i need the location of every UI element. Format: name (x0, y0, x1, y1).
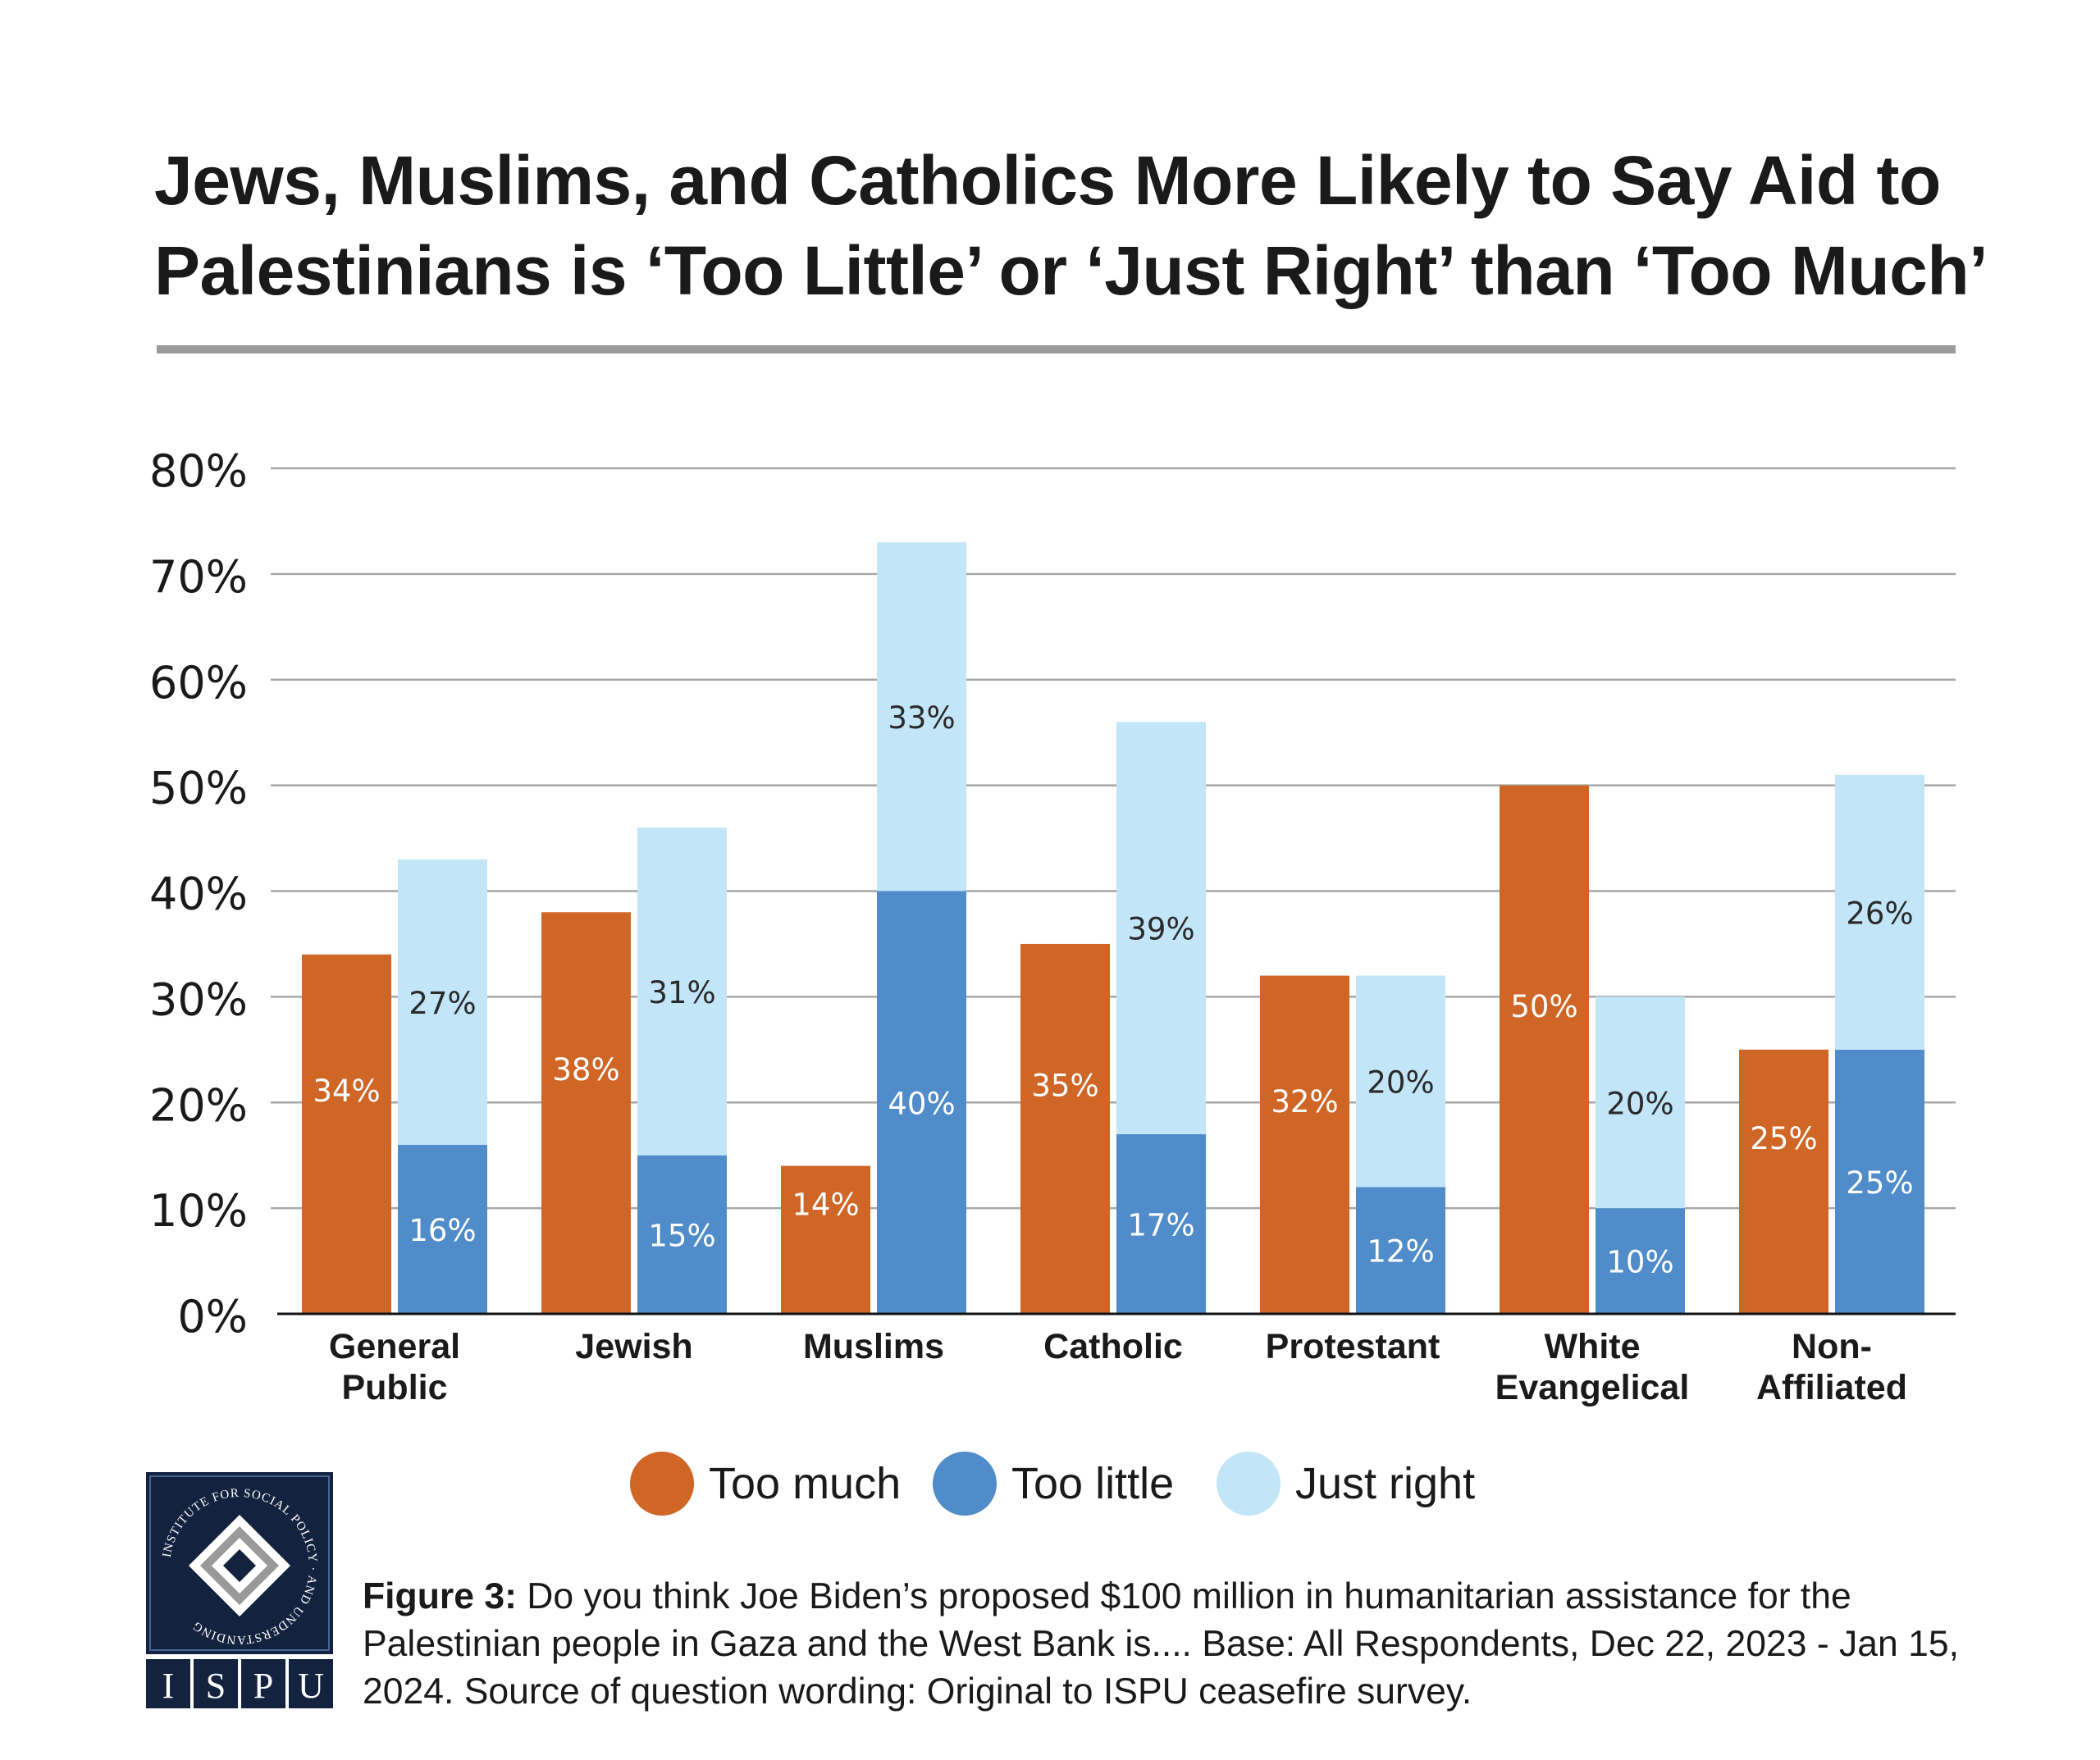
data-label-too-little: 25% (1846, 1165, 1913, 1201)
data-label-just-right: 27% (409, 986, 476, 1021)
svg-text:U: U (298, 1666, 324, 1706)
svg-text:S: S (206, 1666, 226, 1706)
bar-just-right (1356, 975, 1445, 1188)
chart-title: Jews, Muslims, and Catholics More Likely… (154, 135, 2041, 316)
bar-too-much (541, 912, 631, 1314)
bar-too-much (1500, 785, 1589, 1314)
bar-just-right (1835, 774, 1924, 1050)
svg-text:I: I (162, 1666, 175, 1706)
category-label: Protestant (1266, 1327, 1440, 1366)
bar-just-right (1116, 722, 1206, 1134)
legend-swatch-just-right (1217, 1452, 1281, 1516)
data-label-too-little: 10% (1606, 1245, 1673, 1280)
data-label-too-much: 25% (1750, 1121, 1817, 1156)
data-label-too-much: 14% (792, 1188, 859, 1223)
y-tick-label: 80% (149, 445, 248, 497)
bar-just-right (877, 542, 966, 891)
legend-just-right: Just right (1217, 1452, 1475, 1516)
category-label: General (329, 1327, 460, 1366)
data-label-too-much: 35% (1031, 1068, 1098, 1103)
category-label: Evangelical (1495, 1368, 1690, 1407)
bar-too-little (1596, 1208, 1685, 1314)
data-label-too-little: 15% (648, 1218, 715, 1253)
figure-caption: Figure 3: Do you think Joe Biden’s propo… (363, 1573, 2003, 1716)
bar-too-little (1356, 1187, 1445, 1314)
bar-too-little (398, 1144, 487, 1314)
category-label: Non- (1792, 1327, 1872, 1366)
category-label: Public (341, 1368, 447, 1407)
data-label-too-little: 16% (409, 1213, 476, 1248)
bar-too-much (1260, 975, 1349, 1314)
ispu-logo: INSTITUTE FOR SOCIAL POLICY · AND UNDERS… (146, 1472, 333, 1708)
bar-too-little (1116, 1133, 1206, 1314)
y-tick-label: 40% (149, 869, 248, 920)
category-label: Catholic (1043, 1327, 1183, 1366)
data-label-too-much: 32% (1271, 1084, 1338, 1119)
title-divider (157, 345, 1956, 353)
bar-too-little (1835, 1049, 1924, 1314)
legend-too-little: Too little (933, 1452, 1174, 1516)
data-label-just-right: 26% (1846, 896, 1913, 931)
legend-swatch-too-much (630, 1452, 694, 1516)
y-tick-label: 60% (149, 657, 248, 709)
data-label-too-much: 34% (313, 1074, 380, 1109)
data-label-just-right: 31% (648, 975, 715, 1010)
legend-too-much: Too much (630, 1452, 901, 1516)
bar-too-little (637, 1155, 727, 1314)
bar-too-little (877, 891, 966, 1314)
data-label-too-little: 40% (888, 1086, 955, 1121)
data-label-just-right: 39% (1127, 912, 1194, 947)
title-line-1: Jews, Muslims, and Catholics More Likely… (154, 142, 1941, 219)
y-tick-label: 0% (177, 1291, 248, 1343)
data-label-too-little: 12% (1367, 1234, 1434, 1270)
legend-label-too-much: Too much (709, 1459, 902, 1508)
bar-too-much (302, 954, 391, 1314)
y-tick-label: 30% (149, 973, 248, 1025)
data-label-too-much: 50% (1510, 989, 1577, 1024)
data-label-too-much: 38% (552, 1052, 619, 1087)
y-tick-label: 70% (149, 551, 248, 603)
bar-too-much (1739, 1049, 1828, 1314)
caption-label: Figure 3: (363, 1576, 517, 1616)
bar-too-much (781, 1165, 870, 1314)
category-label: White (1544, 1327, 1640, 1366)
bar-just-right (637, 828, 727, 1156)
legend-label-just-right: Just right (1295, 1459, 1476, 1508)
data-label-just-right: 33% (888, 700, 955, 736)
y-tick-label: 20% (149, 1079, 248, 1131)
caption-text: Do you think Joe Biden’s proposed $100 m… (363, 1576, 1960, 1712)
legend-swatch-too-little (933, 1452, 997, 1516)
legend-label-too-little: Too little (1011, 1459, 1175, 1508)
svg-text:P: P (253, 1666, 273, 1706)
y-tick-label: 50% (149, 763, 248, 814)
category-label: Affiliated (1756, 1368, 1907, 1407)
data-label-too-little: 17% (1127, 1207, 1194, 1242)
data-label-just-right: 20% (1367, 1065, 1434, 1100)
bar-too-much (1020, 943, 1110, 1314)
bar-just-right (1596, 996, 1685, 1209)
y-tick-label: 10% (149, 1185, 248, 1237)
bar-just-right (398, 859, 487, 1145)
category-label: Jewish (575, 1327, 692, 1366)
title-line-2: Palestinians is ‘Too Little’ or ‘Just Ri… (154, 232, 1988, 309)
data-label-just-right: 20% (1606, 1086, 1673, 1121)
category-label: Muslims (803, 1327, 944, 1366)
